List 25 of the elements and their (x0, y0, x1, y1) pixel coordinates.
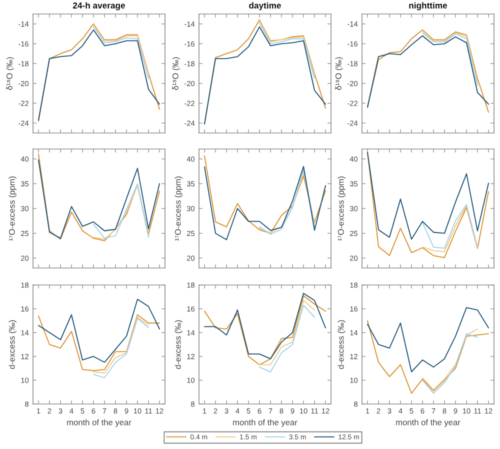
line-series (366, 152, 490, 240)
y-axis-title: ¹⁷O-excess (ppm) (174, 176, 182, 241)
y-axis-title: d-excess (‰) (8, 320, 16, 369)
x-axis-title: month of the year (396, 419, 460, 427)
line-series (258, 304, 316, 372)
y-axis-title: δ¹⁸O (‰) (6, 57, 14, 90)
line-series (38, 298, 160, 363)
line-series (366, 320, 490, 394)
line-series (204, 166, 326, 240)
y-axis-title: δ¹⁸O (‰) (335, 57, 344, 90)
line-series (366, 152, 490, 258)
y-axis-title: ¹⁷O-excess (ppm) (8, 176, 16, 241)
chart-title: nighttime (409, 2, 448, 10)
y-axis-title: d-excess (‰) (174, 320, 182, 369)
line-series (204, 155, 326, 234)
line-series (38, 314, 160, 372)
y-axis-title: d-excess (‰) (338, 320, 346, 369)
y-axis-title: ¹⁷O-excess (ppm) (338, 176, 346, 241)
line-series (258, 300, 316, 366)
x-axis-title: month of the year (67, 419, 132, 427)
y-axis-title: δ¹⁸O (‰) (172, 57, 180, 90)
line-series (366, 307, 490, 372)
x-axis-title: month of the year (233, 419, 298, 427)
chart-title: daytime (249, 2, 281, 10)
chart-title: 24-h average (72, 2, 126, 10)
